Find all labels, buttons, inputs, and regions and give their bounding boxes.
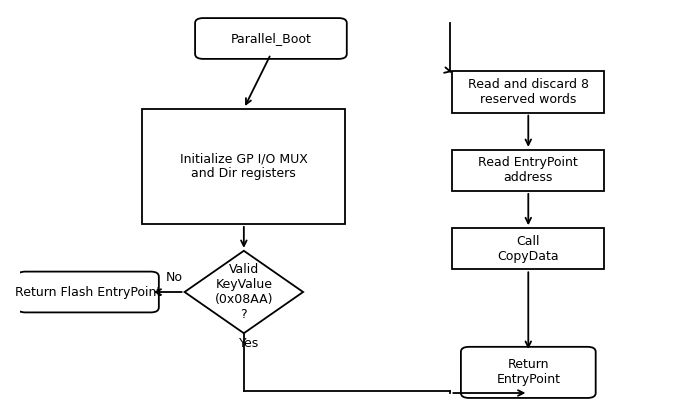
Text: No: No — [166, 271, 183, 284]
Bar — [143, 109, 345, 224]
Bar — [452, 228, 605, 269]
Text: Yes: Yes — [239, 337, 259, 350]
Text: Read EntryPoint
address: Read EntryPoint address — [478, 156, 578, 184]
Text: Initialize GP I/O MUX
and Dir registers: Initialize GP I/O MUX and Dir registers — [180, 152, 308, 180]
Text: Parallel_Boot: Parallel_Boot — [231, 32, 311, 45]
FancyBboxPatch shape — [195, 18, 347, 59]
Text: Return Flash EntryPoint: Return Flash EntryPoint — [15, 286, 161, 298]
Bar — [452, 71, 605, 113]
FancyBboxPatch shape — [461, 347, 596, 398]
Text: Call
CopyData: Call CopyData — [498, 235, 559, 263]
Text: Return
EntryPoint: Return EntryPoint — [496, 359, 561, 386]
Text: Valid
KeyValue
(0x08AA)
?: Valid KeyValue (0x08AA) ? — [215, 263, 273, 321]
Text: Read and discard 8
reserved words: Read and discard 8 reserved words — [468, 78, 589, 106]
FancyBboxPatch shape — [17, 271, 159, 312]
Polygon shape — [185, 251, 303, 333]
Bar — [452, 150, 605, 191]
